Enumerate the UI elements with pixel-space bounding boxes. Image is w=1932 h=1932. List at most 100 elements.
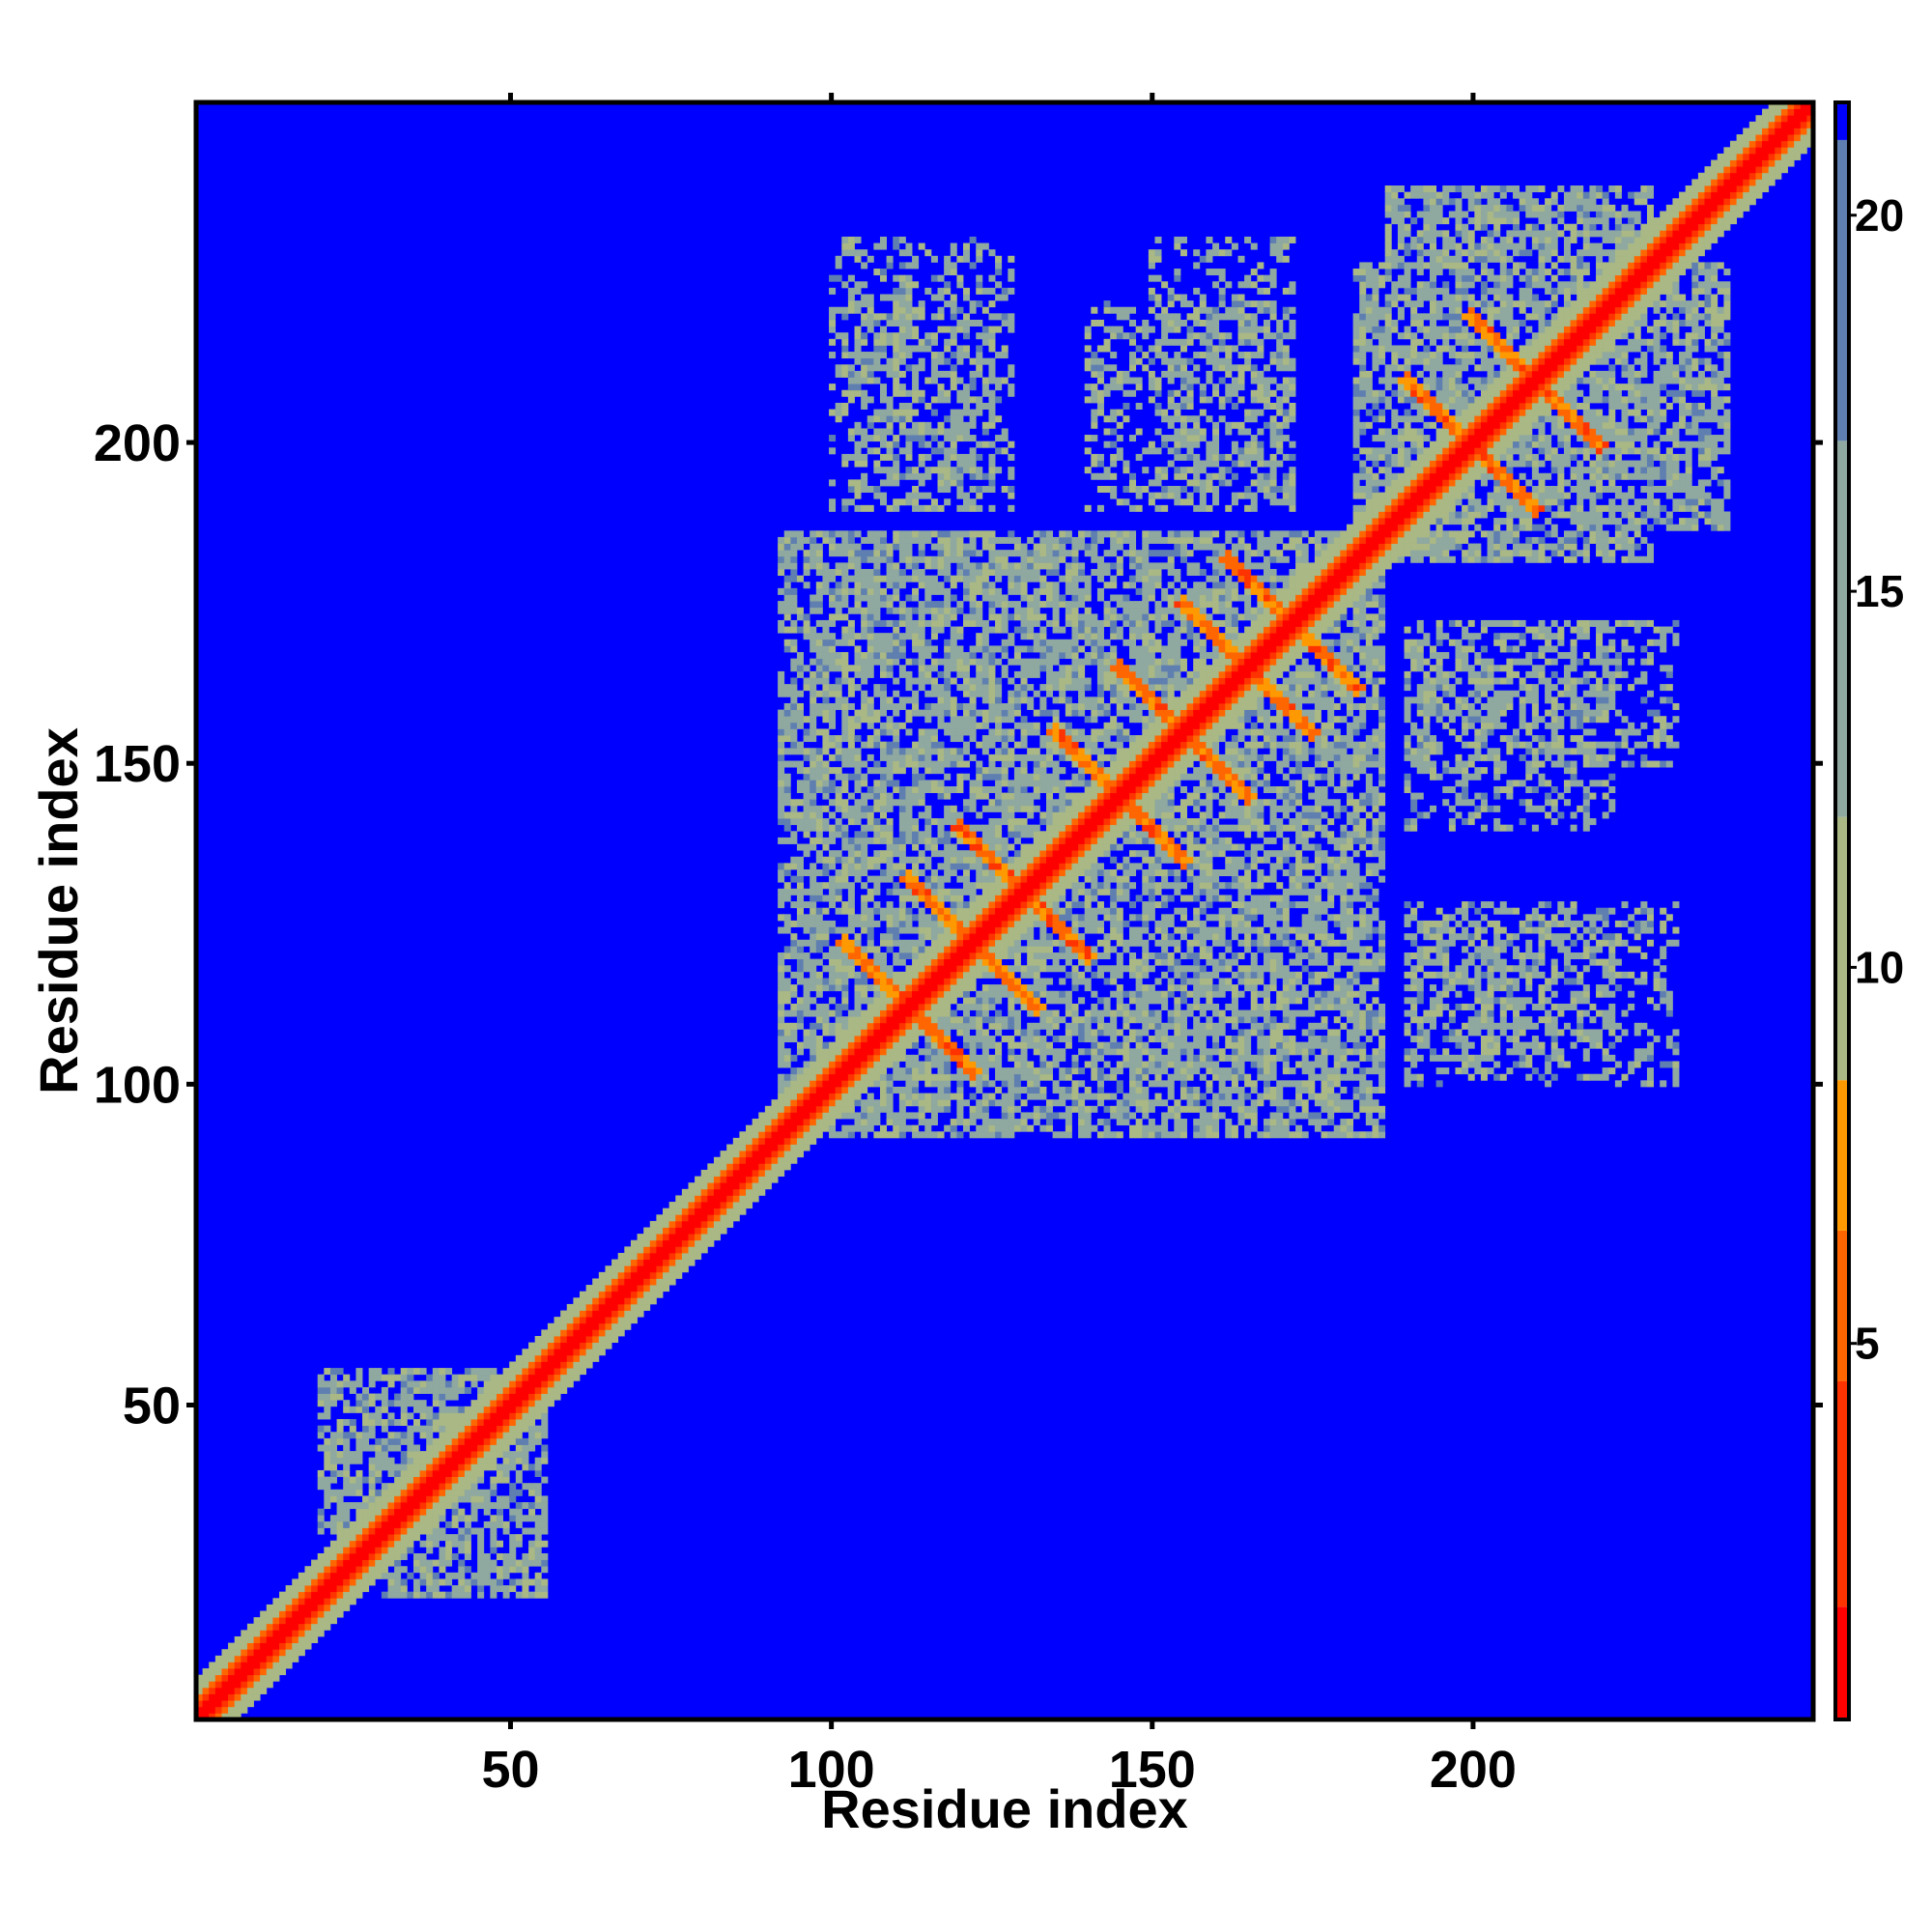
heatmap-cell — [924, 856, 932, 864]
heatmap-cell — [861, 837, 868, 844]
heatmap-cell — [861, 402, 868, 410]
heatmap-cell — [879, 396, 887, 404]
heatmap-cell — [649, 1291, 657, 1298]
heatmap-cell — [253, 1649, 261, 1657]
heatmap-cell — [253, 1630, 261, 1637]
heatmap-cell — [368, 1552, 376, 1560]
heatmap-cell — [349, 1578, 356, 1586]
heatmap-cell — [292, 1617, 299, 1625]
heatmap-cell — [803, 728, 810, 736]
heatmap-cell — [905, 274, 913, 282]
heatmap-cell — [810, 645, 817, 653]
heatmap-cell — [854, 997, 862, 1005]
heatmap-cell — [861, 1105, 868, 1113]
heatmap-cell — [976, 920, 983, 927]
heatmap-cell — [981, 895, 989, 902]
heatmap-cell — [886, 467, 894, 474]
heatmap-cell — [394, 1437, 402, 1445]
heatmap-cell — [969, 952, 977, 960]
heatmap-cell — [879, 601, 887, 609]
heatmap-cell — [349, 1380, 356, 1388]
heatmap-cell — [886, 262, 894, 270]
heatmap-cell — [886, 773, 894, 781]
heatmap-cell — [317, 1623, 325, 1631]
heatmap-cell — [893, 543, 900, 551]
heatmap-cell — [815, 1016, 823, 1024]
heatmap-cell — [394, 1476, 402, 1484]
heatmap-cell — [924, 492, 932, 499]
heatmap-cell — [451, 1489, 459, 1496]
heatmap-cell — [349, 1559, 356, 1567]
heatmap-cell — [707, 1176, 715, 1183]
heatmap-cell — [304, 1572, 312, 1579]
heatmap-cell — [490, 1368, 497, 1376]
heatmap-cell — [477, 1476, 485, 1484]
heatmap-cell — [637, 1297, 644, 1305]
heatmap-cell — [873, 716, 881, 724]
heatmap-cell — [937, 607, 945, 614]
heatmap-cell — [407, 1393, 414, 1401]
heatmap-cell — [412, 1444, 420, 1452]
heatmap-cell — [873, 780, 881, 787]
heatmap-cell — [502, 1572, 510, 1579]
heatmap-cell — [835, 1048, 842, 1056]
heatmap-cell — [509, 1578, 517, 1586]
heatmap-cell — [234, 1674, 242, 1682]
heatmap-cell — [879, 352, 887, 359]
heatmap-cell — [950, 971, 957, 979]
heatmap-cell — [893, 1003, 900, 1010]
heatmap-cell — [861, 594, 868, 602]
heatmap-cell — [841, 1131, 849, 1139]
heatmap-cell — [847, 389, 855, 397]
heatmap-cell — [988, 440, 996, 448]
heatmap-cell — [470, 1374, 478, 1381]
heatmap-cell — [912, 785, 920, 793]
heatmap-cell — [317, 1412, 325, 1420]
heatmap-cell — [835, 850, 842, 858]
heatmap-cell — [950, 364, 957, 372]
heatmap-cell — [962, 326, 971, 333]
heatmap-cell — [898, 1009, 906, 1017]
heatmap-cell — [324, 1483, 331, 1491]
heatmap-cell — [790, 984, 798, 992]
heatmap-cell — [381, 1406, 388, 1413]
heatmap-cell — [847, 1067, 855, 1075]
heatmap-cell — [329, 1552, 337, 1560]
heatmap-cell — [995, 690, 1003, 697]
heatmap-cell — [835, 984, 842, 992]
heatmap-cell — [400, 1566, 408, 1574]
heatmap-cell — [988, 1054, 996, 1062]
heatmap-cell — [387, 1457, 395, 1464]
heatmap-cell — [905, 677, 913, 685]
heatmap-cell — [930, 619, 938, 627]
heatmap-cell — [950, 536, 957, 544]
heatmap-cell — [228, 1674, 236, 1682]
heatmap-cell — [898, 914, 906, 922]
heatmap-cell — [930, 990, 938, 998]
heatmap-cell — [815, 888, 823, 895]
heatmap-cell — [886, 364, 894, 372]
heatmap-cell — [336, 1540, 344, 1548]
heatmap-cell — [778, 619, 785, 627]
heatmap-cell — [912, 926, 920, 934]
heatmap-cell — [847, 543, 855, 551]
heatmap-cell — [426, 1463, 434, 1471]
heatmap-cell — [956, 415, 964, 423]
heatmap-cell — [898, 856, 906, 864]
heatmap-cell — [962, 1067, 971, 1075]
heatmap-cell — [893, 652, 900, 660]
heatmap-cell — [873, 352, 881, 359]
heatmap-cell — [995, 626, 1003, 634]
heatmap-cell — [630, 1278, 638, 1286]
heatmap-cell — [861, 773, 868, 781]
heatmap-cell — [407, 1527, 414, 1535]
heatmap-cell — [778, 626, 785, 634]
heatmap-cell — [898, 384, 906, 391]
heatmap-cell — [867, 665, 874, 672]
heatmap-cell — [886, 888, 894, 895]
heatmap-cell — [981, 939, 989, 947]
heatmap-cell — [879, 1036, 887, 1043]
heatmap-cell — [918, 888, 925, 895]
heatmap-cell — [381, 1495, 388, 1503]
heatmap-cell — [924, 665, 932, 672]
